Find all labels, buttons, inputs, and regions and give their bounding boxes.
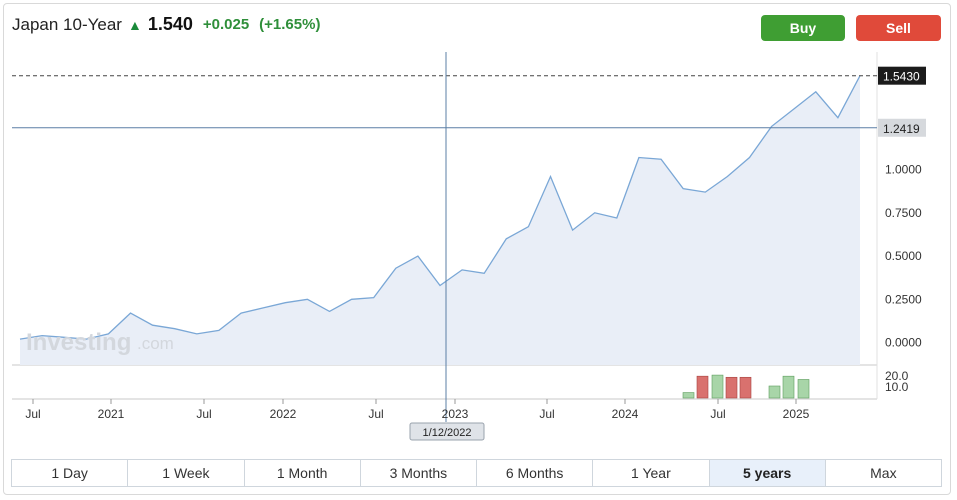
y-tick-label: 0.7500 (885, 206, 922, 220)
watermark-suffix: .com (137, 334, 174, 353)
price-change: +0.025 (202, 16, 250, 33)
x-tick-label: Jul (368, 407, 383, 421)
sell-button[interactable]: Sell (856, 15, 941, 41)
y-tick-label: 1.0000 (885, 163, 922, 177)
time-range-selector: 1 Day 1 Week 1 Month 3 Months 6 Months 1 Year… (11, 459, 942, 487)
volume-bar (768, 385, 781, 399)
last-price-label: 1.5430 (883, 70, 920, 84)
x-tick-label: Jul (710, 407, 725, 421)
range-button-5-years[interactable]: 5 years (709, 460, 826, 486)
range-button-3-months[interactable]: 3 Months (361, 460, 477, 486)
y-tick-label: 0.0000 (885, 336, 922, 350)
watermark-logo: Investing (26, 329, 131, 356)
instrument-header: Japan 10-Year ▲ 1.540 +0.025 (+1.65%) (12, 14, 320, 35)
up-arrow-icon: ▲ (127, 16, 142, 33)
volume-bar (696, 375, 709, 399)
range-button-1-day[interactable]: 1 Day (12, 460, 129, 486)
x-tick-label: Jul (25, 407, 40, 421)
x-tick-label: 2025 (783, 407, 810, 421)
buy-button[interactable]: Buy (761, 15, 845, 41)
x-tick-label: 2024 (612, 407, 639, 421)
price-area (20, 75, 860, 365)
price-change-pct: (+1.65%) (259, 16, 321, 33)
range-button-1-month[interactable]: 1 Month (245, 460, 361, 486)
range-button-6-months[interactable]: 6 Months (477, 460, 594, 486)
price-line (19, 75, 861, 340)
crosshair-date-tag (409, 422, 485, 441)
x-tick-label: 2021 (98, 407, 125, 421)
instrument-title: Japan 10-Year (12, 14, 122, 34)
last-price: 1.540 (147, 14, 193, 34)
volume-bar (725, 376, 738, 399)
crosshair-value-label: 1.2419 (883, 122, 920, 136)
volume-tick-label: 20.0 (885, 369, 909, 383)
last-price-tag (878, 66, 926, 85)
volume-bar (739, 376, 752, 399)
crosshair-date-label: 1/12/2022 (423, 427, 472, 439)
range-button-1-week[interactable]: 1 Week (128, 460, 245, 486)
x-tick-label: Jul (196, 407, 211, 421)
y-tick-label: 0.2500 (885, 292, 922, 306)
volume-tick-label: 10.0 (885, 380, 909, 394)
volume-bar (711, 374, 724, 399)
crosshair-value-tag (878, 118, 926, 137)
volume-bar (797, 379, 810, 399)
y-tick-label: 0.5000 (885, 249, 922, 263)
volume-bar (782, 375, 795, 399)
x-tick-label: 2022 (270, 407, 297, 421)
range-button-1-year[interactable]: 1 Year (593, 460, 710, 486)
x-tick-label: 2023 (442, 407, 469, 421)
volume-bar (682, 392, 695, 399)
x-tick-label: Jul (539, 407, 554, 421)
range-button-max[interactable]: Max (870, 465, 897, 481)
